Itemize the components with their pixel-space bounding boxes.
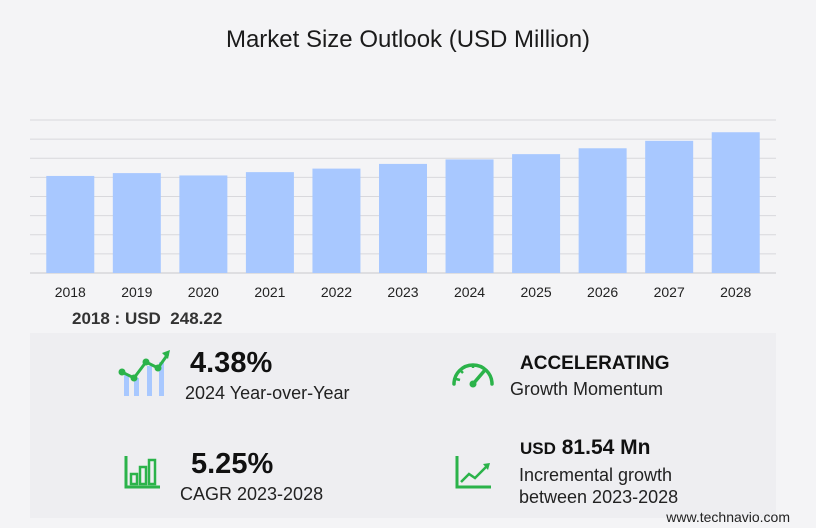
bar-line-growth-icon: [118, 350, 170, 396]
bar-2023: [379, 163, 427, 273]
bar-2019: [112, 173, 161, 273]
x-tick-label-2019: 2019: [121, 284, 152, 300]
bar-chart: 2018 2019 2020 2021 2022 2023 2024 2025 2026 2027…: [30, 119, 776, 300]
x-tick-label-2028: 2028: [720, 284, 751, 300]
x-tick-label-2020: 2020: [188, 284, 219, 300]
incremental-label-2: between 2023-2028: [519, 487, 679, 507]
source-site: www.technavio.com: [666, 509, 790, 525]
bar-2028: [711, 132, 760, 273]
yoy-label: 2024 Year-over-Year: [185, 383, 350, 403]
momentum-label: Growth Momentum: [510, 379, 664, 399]
x-tick-label-2021: 2021: [254, 284, 285, 300]
chart-title: Market Size Outlook (USD Million): [225, 26, 591, 53]
line-growth-icon: [455, 456, 491, 489]
bar-2026: [578, 148, 627, 273]
yoy-value: 4.38%: [190, 347, 273, 379]
base-year-summary: 2018 : USD 248.22: [72, 309, 222, 329]
bar-2027: [645, 140, 694, 273]
x-tick-label-2026: 2026: [587, 284, 618, 300]
base-value: 248.22: [170, 309, 223, 328]
bar-2025: [512, 154, 561, 273]
speedometer-icon: [452, 363, 494, 388]
bar-2020: [179, 175, 228, 273]
x-tick-label-2027: 2027: [654, 284, 685, 300]
momentum-value: ACCELERATING: [520, 353, 670, 374]
base-currency: USD: [124, 309, 161, 328]
incremental-currency: USD: [520, 439, 556, 458]
incremental-amount: 81.54 Mn: [561, 436, 651, 459]
incremental-label-1: Incremental growth: [519, 465, 673, 485]
bar-2021: [245, 172, 294, 273]
base-sep: :: [109, 309, 125, 328]
x-tick-label-2018: 2018: [55, 284, 86, 300]
bar-2022: [312, 168, 361, 273]
bar-2018: [46, 175, 95, 273]
bar-chart-icon: [124, 456, 160, 489]
x-tick-label-2022: 2022: [321, 284, 352, 300]
base-year: 2018: [72, 309, 110, 328]
incremental-value: USD 81.54 Mn: [520, 437, 650, 458]
cagr-value: 5.25%: [191, 448, 274, 480]
x-tick-label-2024: 2024: [454, 284, 485, 300]
bar-2024: [445, 159, 494, 273]
cagr-label: CAGR 2023-2028: [180, 484, 324, 504]
x-tick-label-2025: 2025: [521, 284, 552, 300]
x-tick-label-2023: 2023: [387, 284, 418, 300]
